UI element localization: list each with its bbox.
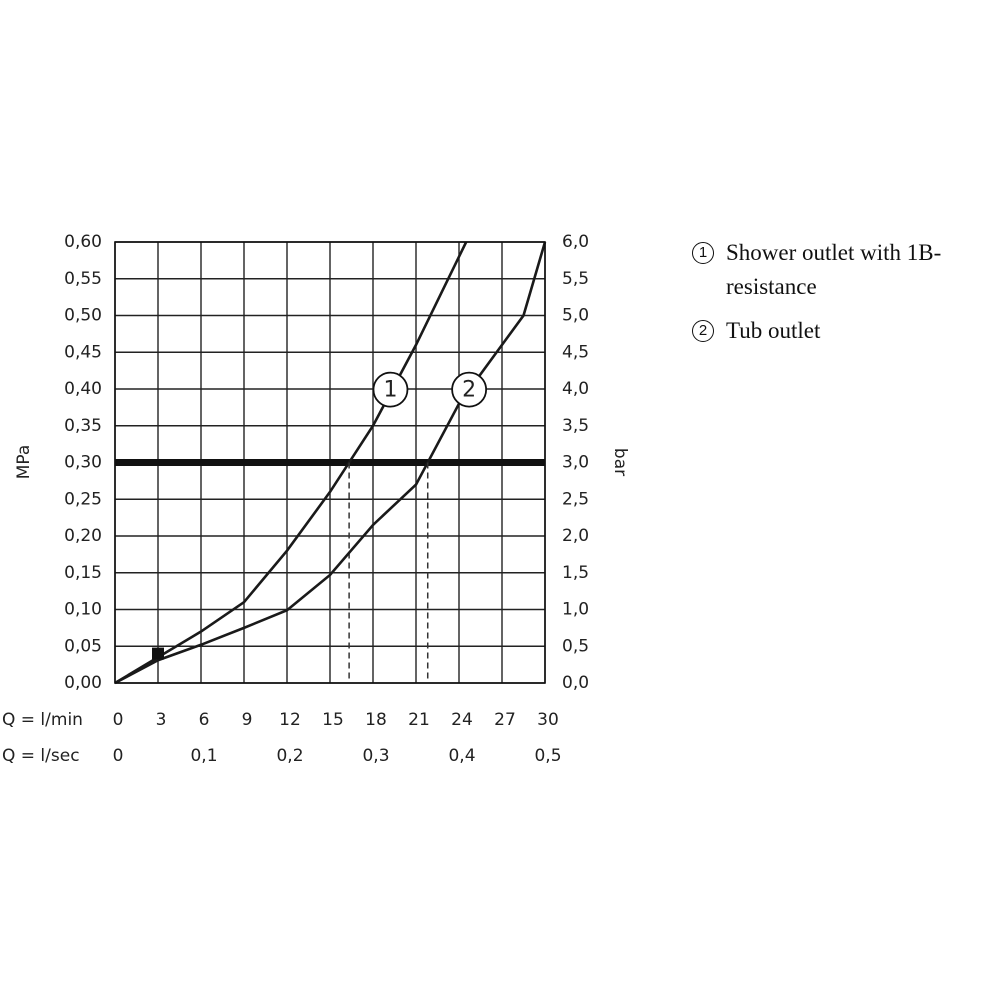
- y-tick-label: 0,15: [64, 563, 102, 583]
- y2-tick-label: 5,5: [562, 269, 589, 289]
- chart: Q = l/min Q = l/sec MPa bar 0 3 6 9 12 15 18 21…: [2, 232, 630, 766]
- x-tick-label: 24: [451, 710, 473, 730]
- x-tick-label: 9: [242, 710, 253, 730]
- legend-label: Shower outlet with 1B-resistance: [726, 240, 942, 299]
- y-tick-label: 0,00: [64, 673, 102, 693]
- y2-tick-label: 2,5: [562, 489, 589, 509]
- plot-frame: [114, 241, 546, 684]
- y-tick-label: 0,45: [64, 342, 102, 362]
- y-axis-label: MPa: [14, 445, 34, 480]
- series-line: [114, 241, 468, 685]
- y2-tick-label: 5,0: [562, 306, 589, 326]
- x2-axis-label: Q = l/sec: [2, 746, 80, 766]
- legend-item: 1 Shower outlet with 1B-resistance: [692, 236, 992, 304]
- curve-label: 1: [372, 371, 409, 408]
- legend-marker: 2: [692, 320, 714, 342]
- curve-label-circle: [372, 371, 409, 408]
- y2-tick-label: 1,0: [562, 600, 589, 620]
- y-tick-label: 0,40: [64, 379, 102, 399]
- y2-axis-label: bar: [610, 448, 630, 476]
- y-tick-label: 0,05: [64, 636, 102, 656]
- x-tick-label: 30: [537, 710, 559, 730]
- x-axis-label: Q = l/min: [2, 710, 83, 730]
- x-tick-label: 6: [199, 710, 210, 730]
- x2-tick-label: 0,2: [276, 746, 303, 766]
- y2-tick-label: 4,5: [562, 342, 589, 362]
- y2-tick-label: 2,0: [562, 526, 589, 546]
- series-line: [114, 241, 547, 685]
- x-tick-label: 27: [494, 710, 516, 730]
- y2-tick-label: 6,0: [562, 232, 589, 252]
- y2-tick-label: 3,0: [562, 453, 589, 473]
- legend: 1 Shower outlet with 1B-resistance 2 Tub ou…: [692, 236, 992, 358]
- x-tick-label: 18: [365, 710, 387, 730]
- curve-label-text: 1: [383, 378, 397, 403]
- x2-tick-label: 0: [113, 746, 124, 766]
- curve-label: 2: [451, 371, 488, 408]
- x-tick-label: 0: [113, 710, 124, 730]
- x2-tick-label: 0,5: [534, 746, 561, 766]
- x-tick-label: 21: [408, 710, 430, 730]
- y-tick-label: 0,60: [64, 232, 102, 252]
- y2-tick-label: 4,0: [562, 379, 589, 399]
- y2-tick-label: 0,0: [562, 673, 589, 693]
- y-tick-label: 0,20: [64, 526, 102, 546]
- y-tick-label: 0,35: [64, 416, 102, 436]
- x2-tick-label: 0,3: [362, 746, 389, 766]
- y2-tick-label: 0,5: [562, 636, 589, 656]
- legend-item: 2 Tub outlet: [692, 314, 992, 348]
- point: [152, 647, 164, 660]
- x2-tick-label: 0,1: [190, 746, 217, 766]
- x2-tick-label: 0,4: [448, 746, 475, 766]
- y-tick-label: 0,10: [64, 600, 102, 620]
- y-tick-label: 0,30: [64, 453, 102, 473]
- x-tick-label: 12: [279, 710, 301, 730]
- legend-label: Tub outlet: [726, 318, 821, 343]
- y2-tick-label: 1,5: [562, 563, 589, 583]
- curve-label-text: 2: [462, 378, 476, 403]
- x-tick-label: 15: [322, 710, 344, 730]
- y2-tick-label: 3,5: [562, 416, 589, 436]
- legend-marker: 1: [692, 242, 714, 264]
- x-tick-label: 3: [156, 710, 167, 730]
- curve-label-circle: [451, 371, 488, 408]
- y-tick-label: 0,25: [64, 489, 102, 509]
- y-tick-label: 0,50: [64, 306, 102, 326]
- y-tick-label: 0,55: [64, 269, 102, 289]
